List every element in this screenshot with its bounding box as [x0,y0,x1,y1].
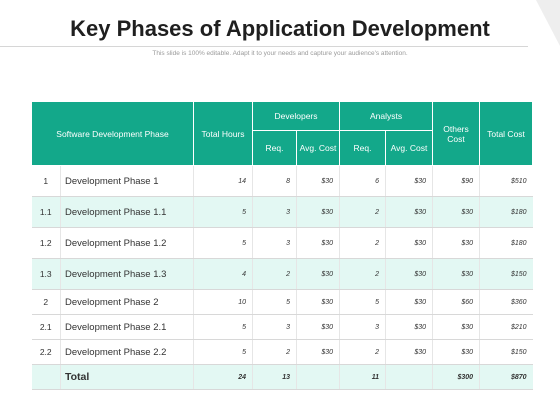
corner-decoration [536,0,560,46]
row-index: 1.1 [31,196,61,228]
header-an-avg-cost: Avg. Cost [385,130,434,166]
total-dev-req: 13 [252,364,297,390]
row-an-req: 5 [339,289,386,315]
row-an-avg: $30 [385,258,433,290]
row-dev-req: 3 [252,196,297,228]
total-total-cost: $870 [479,364,533,390]
row-others-cost: $30 [432,339,480,365]
row-an-avg: $30 [385,227,433,259]
row-hours: 5 [193,227,253,259]
row-phase-name: Development Phase 1.3 [59,258,194,290]
row-others-cost: $60 [432,289,480,315]
page-subtitle: This slide is 100% editable. Adapt it to… [152,50,408,57]
row-others-cost: $30 [432,258,480,290]
table-row: 1 Development Phase 1 14 8 $30 6 $30 $90… [31,165,533,197]
total-row-index [31,364,61,390]
total-an-req: 11 [339,364,386,390]
total-others-cost: $300 [432,364,480,390]
table-row: 2.2 Development Phase 2.2 5 2 $30 2 $30 … [31,339,533,365]
row-dev-avg: $30 [296,196,340,228]
row-an-avg: $30 [385,289,433,315]
row-hours: 10 [193,289,253,315]
table-row: 1.2 Development Phase 1.2 5 3 $30 2 $30 … [31,227,533,259]
row-others-cost: $90 [432,165,480,197]
row-total-cost: $510 [479,165,533,197]
row-hours: 5 [193,196,253,228]
row-dev-avg: $30 [296,165,340,197]
row-total-cost: $180 [479,227,533,259]
row-an-req: 2 [339,339,386,365]
row-hours: 14 [193,165,253,197]
row-phase-name: Development Phase 2.2 [59,339,194,365]
row-total-cost: $150 [479,339,533,365]
row-others-cost: $30 [432,314,480,340]
page-title: Key Phases of Application Development [70,16,490,41]
row-dev-req: 5 [252,289,297,315]
header-analysts: Analysts [339,101,434,131]
row-dev-req: 3 [252,227,297,259]
row-index: 1 [31,165,61,197]
row-an-req: 2 [339,227,386,259]
table-row: 1.3 Development Phase 1.3 4 2 $30 2 $30 … [31,258,533,290]
row-phase-name: Development Phase 1.1 [59,196,194,228]
total-row: Total 24 13 11 $300 $870 [31,364,533,390]
row-dev-avg: $30 [296,227,340,259]
row-hours: 4 [193,258,253,290]
total-hours: 24 [193,364,253,390]
row-index: 1.3 [31,258,61,290]
row-dev-req: 2 [252,339,297,365]
row-others-cost: $30 [432,196,480,228]
table-row: 2 Development Phase 2 10 5 $30 5 $30 $60… [31,289,533,315]
row-index: 2.2 [31,339,61,365]
row-phase-name: Development Phase 2.1 [59,314,194,340]
row-phase-name: Development Phase 1.2 [59,227,194,259]
table-row: 2.1 Development Phase 2.1 5 3 $30 3 $30 … [31,314,533,340]
header-dev-req: Req. [252,130,298,166]
title-divider [0,46,528,47]
total-an-avg [385,364,433,390]
row-hours: 5 [193,314,253,340]
row-dev-avg: $30 [296,314,340,340]
header-others-cost: Others Cost [432,101,481,166]
row-an-avg: $30 [385,196,433,228]
row-phase-name: Development Phase 2 [59,289,194,315]
row-an-req: 2 [339,196,386,228]
row-an-avg: $30 [385,314,433,340]
row-index: 2.1 [31,314,61,340]
row-total-cost: $360 [479,289,533,315]
header-total-hours: Total Hours [193,101,254,166]
row-an-req: 3 [339,314,386,340]
row-an-req: 6 [339,165,386,197]
row-dev-avg: $30 [296,289,340,315]
total-dev-avg [296,364,340,390]
row-dev-avg: $30 [296,258,340,290]
header-total-cost: Total Cost [479,101,534,166]
row-an-avg: $30 [385,339,433,365]
header-dev-avg-cost: Avg. Cost [296,130,341,166]
row-index: 1.2 [31,227,61,259]
header-phase: Software Development Phase [30,101,195,166]
row-others-cost: $30 [432,227,480,259]
header-an-req: Req. [339,130,387,166]
row-an-req: 2 [339,258,386,290]
row-phase-name: Development Phase 1 [59,165,194,197]
row-total-cost: $150 [479,258,533,290]
row-total-cost: $180 [479,196,533,228]
row-an-avg: $30 [385,165,433,197]
row-dev-req: 8 [252,165,297,197]
row-hours: 5 [193,339,253,365]
row-dev-req: 2 [252,258,297,290]
row-dev-avg: $30 [296,339,340,365]
phases-table: Software Development Phase Total Hours D… [30,101,534,390]
table-row: 1.1 Development Phase 1.1 5 3 $30 2 $30 … [31,196,533,228]
row-dev-req: 3 [252,314,297,340]
header-developers: Developers [252,101,341,131]
total-label: Total [59,364,194,390]
row-total-cost: $210 [479,314,533,340]
row-index: 2 [31,289,61,315]
